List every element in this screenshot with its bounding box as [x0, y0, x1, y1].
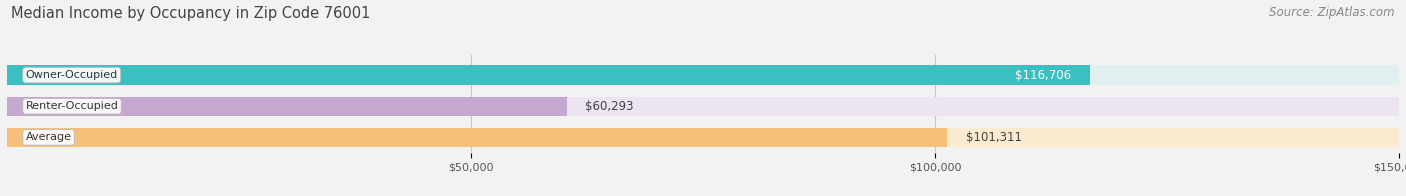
Text: $60,293: $60,293 [585, 100, 634, 113]
Text: Median Income by Occupancy in Zip Code 76001: Median Income by Occupancy in Zip Code 7… [11, 6, 371, 21]
Bar [7, 97, 567, 116]
Text: $116,706: $116,706 [1015, 69, 1071, 82]
Text: Source: ZipAtlas.com: Source: ZipAtlas.com [1270, 6, 1395, 19]
Bar [7, 128, 948, 147]
Bar [7, 65, 1090, 85]
Text: $101,311: $101,311 [966, 131, 1022, 144]
Bar [7, 97, 1399, 116]
Bar [7, 128, 1399, 147]
Text: Average: Average [25, 132, 72, 142]
Text: Owner-Occupied: Owner-Occupied [25, 70, 118, 80]
Text: Renter-Occupied: Renter-Occupied [25, 101, 118, 111]
Bar [7, 65, 1399, 85]
